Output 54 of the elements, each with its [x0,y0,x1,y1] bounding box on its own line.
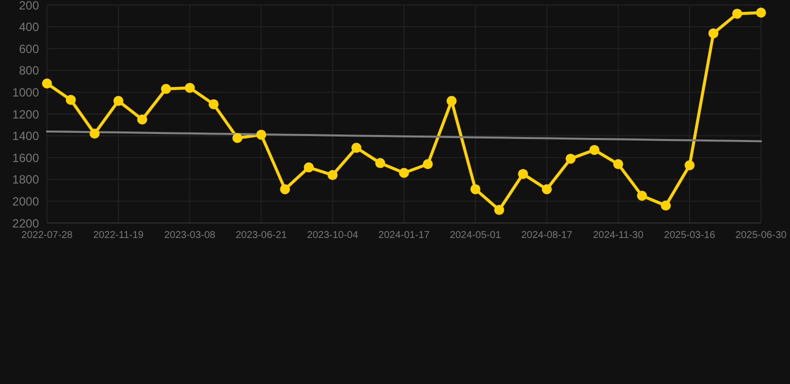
y-tick-label: 400 [18,20,40,34]
x-tick-label: 2025-06-30 [735,230,788,242]
y-tick-label: 1400 [12,129,40,144]
x-tick-label: 2023-10-04 [307,230,359,242]
y-tick-label: 1000 [12,85,40,100]
point [161,84,171,94]
point [542,184,552,194]
y-tick-label: 1800 [12,172,40,187]
point [684,160,695,170]
y-tick-label: 1600 [12,150,40,165]
point [613,159,624,170]
point [375,158,386,168]
point [494,204,504,215]
point [756,8,766,18]
y-tick-label: 600 [18,42,40,56]
x-tick-label: 2022-07-28 [21,230,74,242]
point [518,168,528,179]
point [137,114,148,124]
point [446,96,457,106]
point [184,82,195,93]
point [470,184,480,194]
point [422,159,433,170]
point [566,154,576,164]
point [351,142,362,153]
point [66,94,76,105]
y-tick-label: 2000 [12,194,40,208]
point [708,28,718,38]
point [660,200,671,211]
point [304,162,314,172]
point [732,8,742,19]
point [637,190,647,201]
y-tick-label: 800 [18,64,40,78]
point [328,170,338,180]
x-tick-label: 2024-08-17 [521,230,573,242]
line-series [46,130,762,142]
y-tick-label: 2200 [12,216,40,230]
x-tick-label: 2024-05-01 [450,230,502,242]
point [280,184,290,194]
point [90,128,100,139]
x-tick-label: 2024-01-17 [378,230,430,242]
x-tick-label: 2025-03-16 [664,230,716,242]
point [399,168,409,178]
point [113,96,124,106]
y-tick-label: 200 [18,0,40,12]
point [589,144,600,155]
y-tick-label: 1200 [12,107,40,122]
x-tick-label: 2022-11-19 [93,230,144,242]
point [256,130,266,140]
x-tick-label: 2023-03-08 [164,230,216,242]
point [208,99,219,110]
x-tick-label: 2024-11-30 [592,230,644,242]
point [42,78,52,88]
x-tick-label: 2023-06-21 [236,230,288,242]
point [232,132,242,143]
